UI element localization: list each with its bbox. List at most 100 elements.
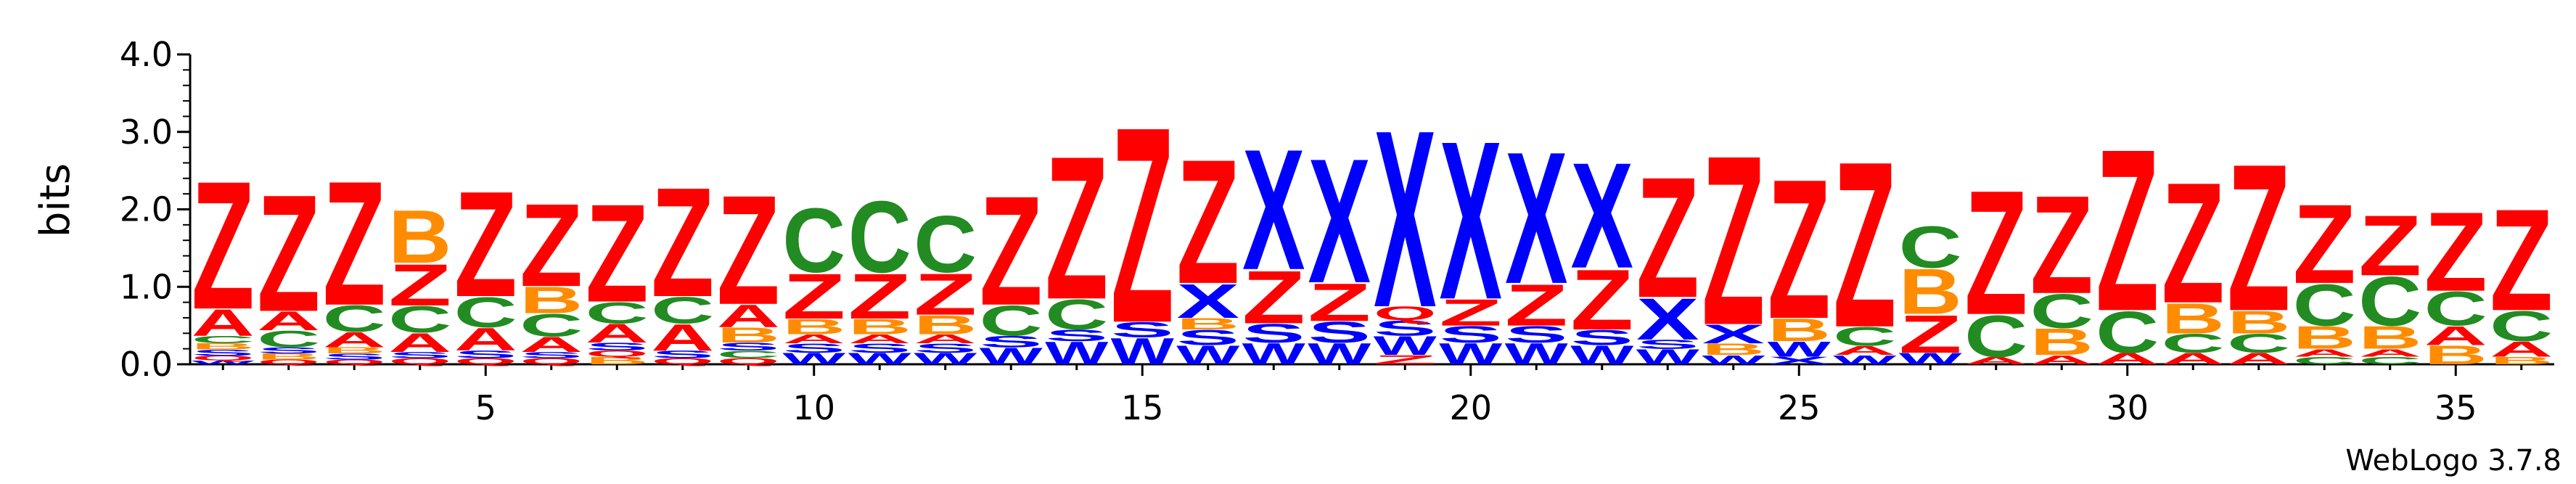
logo-letter-c: C (782, 190, 845, 292)
logo-letter-s: S (717, 340, 779, 353)
logo-letter-c: C (651, 289, 714, 331)
logo-letter-a: A (1833, 343, 1896, 358)
logo-letter-z: Z (1833, 112, 1896, 377)
logo-letter-q: Q (1374, 303, 1437, 324)
weblogo-credit: WebLogo 3.7.8 (2345, 444, 2561, 477)
logo-letter-a: A (2490, 337, 2553, 361)
logo-letter-s: S (1636, 337, 1699, 352)
logo-letter-a: A (717, 298, 780, 334)
logo-letter-b: B (782, 314, 845, 338)
logo-letter-z: Z (1111, 68, 1174, 381)
y-axis-title: bits (32, 163, 79, 237)
y-axis: 0.0 1.0 2.0 3.0 4.0 (120, 35, 192, 384)
logo-letter-c: C (257, 326, 320, 353)
logo-letter-b: B (257, 352, 320, 361)
logo-letter-s: S (783, 341, 845, 356)
logo-letter-z: Z (651, 155, 714, 330)
x-axis: 5 10 15 20 25 30 35 (190, 363, 2554, 427)
logo-letter-s: S (1505, 321, 1567, 348)
y-tick-label: 3.0 (120, 112, 173, 152)
logo-letter-b: B (914, 310, 977, 340)
logo-letter-c: C (520, 308, 583, 343)
logo-letter-b: B (586, 355, 649, 367)
logo-letter-c: C (2030, 284, 2093, 339)
logo-letter-q: Q (586, 349, 649, 358)
logo-letter-z: Z (1570, 251, 1633, 348)
logo-letter-a: A (2424, 321, 2487, 351)
logo-letter-s: S (1440, 321, 1502, 348)
logo-letter-a: A (2030, 353, 2093, 367)
logo-letter-a: A (848, 332, 911, 346)
logo-letter-c: C (2358, 263, 2421, 341)
logo-letter-w: W (1439, 337, 1503, 371)
logo-letter-s: S (848, 341, 911, 356)
logo-letter-z: Z (1176, 123, 1239, 321)
logo-letter-s: S (323, 352, 385, 361)
logo-letter-x: X (1374, 77, 1437, 360)
logo-letter-x: X (1242, 113, 1305, 306)
logo-letter-w: W (1308, 337, 1371, 371)
logo-letter-z: Z (586, 176, 649, 332)
logo-letter-s: S (1308, 316, 1371, 349)
logo-letter-a: A (586, 318, 649, 348)
logo-letter-b: B (717, 323, 780, 347)
logo-letter-z: Z (1505, 272, 1568, 338)
logo-letter-w: W (1899, 350, 1963, 368)
logo-letter-a: A (782, 332, 845, 346)
x-tick-label: 25 (1778, 388, 1821, 427)
logo-letter-x: X (1177, 274, 1239, 328)
logo-letter-c: C (2293, 355, 2356, 367)
logo-letter-w: W (1636, 345, 1700, 369)
logo-letter-z: Z (1439, 292, 1502, 334)
logo-letter-a: A (257, 305, 320, 336)
y-tick-label: 1.0 (120, 267, 173, 306)
logo-letter-z: Z (388, 252, 451, 318)
logo-letter-s: S (1046, 327, 1108, 345)
logo-letter-b: B (2358, 320, 2421, 356)
logo-letter-q: Q (717, 356, 780, 366)
logo-letter-b: B (2490, 355, 2553, 367)
x-tick-label: 35 (2435, 388, 2477, 427)
logo-letter-z: Z (2162, 147, 2225, 339)
logo-letter-c: C (2490, 303, 2553, 350)
logo-letter-z: Z (2490, 179, 2553, 341)
logo-letter-b: B (1702, 340, 1765, 358)
logo-letter-b: B (388, 194, 451, 279)
logo-letter-b: B (1176, 315, 1239, 333)
logo-letter-s: S (454, 348, 517, 361)
logo-letter-x: X (1308, 123, 1371, 320)
logo-letter-z: Z (2227, 121, 2290, 355)
logo-letter-c: C (2162, 328, 2225, 358)
logo-letter-c: C (2096, 299, 2159, 365)
logo-letter-c: C (980, 297, 1043, 345)
logo-letter-x: X (1702, 319, 1765, 349)
logo-letter-q: Q (388, 356, 451, 366)
logo-letter-z: Z (2293, 181, 2356, 307)
logo-letter-s: S (1111, 318, 1173, 342)
logo-letter-w: W (980, 343, 1043, 369)
logo-letter-c: C (717, 348, 780, 361)
logo-letter-w: W (1242, 337, 1306, 371)
y-tick-label: 0.0 (120, 345, 173, 384)
logo-letter-c: C (1964, 303, 2027, 369)
logo-letter-c: C (1833, 321, 1896, 352)
logo-letter-w: W (1570, 340, 1634, 370)
logo-letter-w: W (1768, 337, 1831, 361)
logo-letter-z: Z (1964, 155, 2027, 353)
logo-letter-s: S (389, 350, 451, 360)
logo-letter-z: Z (1636, 142, 1699, 334)
logo-letter-x: X (1571, 131, 1633, 300)
logo-letter-q: Q (323, 358, 386, 366)
logo-letter-q: Q (454, 356, 517, 366)
x-tick-label: 10 (792, 388, 835, 427)
logo-letter-b: B (1899, 256, 1962, 328)
logo-letter-w: W (1702, 353, 1765, 367)
logo-letter-z: Z (520, 179, 583, 311)
logo-letter-s: S (1571, 326, 1633, 350)
logo-letter-c: C (586, 296, 649, 329)
logo-letter-b: B (520, 279, 583, 321)
logo-letter-a: A (2096, 350, 2159, 368)
logo-letter-a: A (651, 316, 714, 358)
logo-letter-s: S (192, 348, 254, 358)
